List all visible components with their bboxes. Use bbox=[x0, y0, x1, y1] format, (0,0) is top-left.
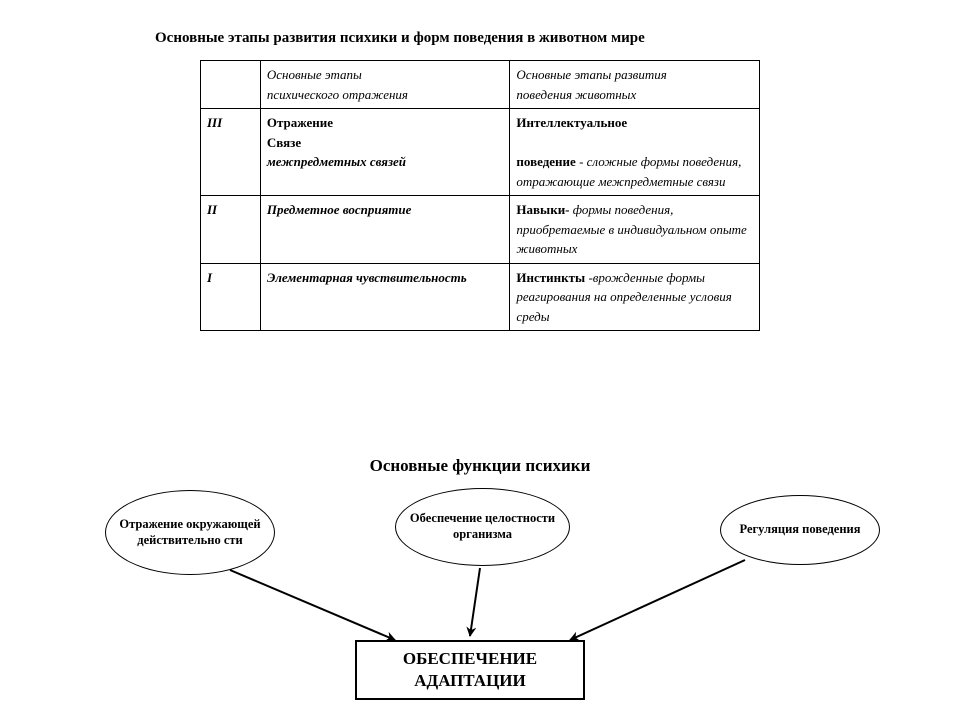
stages-table: Основные этапы психического отражения Ос… bbox=[200, 60, 760, 331]
ellipse-integrity: Обеспечение целостности организма bbox=[395, 488, 570, 566]
table-header-row: Основные этапы психического отражения Ос… bbox=[201, 61, 760, 109]
row3-reflection-l2: Связе bbox=[267, 135, 301, 150]
header-col2-line1: Основные этапы развития bbox=[516, 67, 666, 82]
header-col1: Основные этапы психического отражения bbox=[260, 61, 510, 109]
header-col2-line2: поведения животных bbox=[516, 87, 636, 102]
header-col2: Основные этапы развития поведения животн… bbox=[510, 61, 760, 109]
row3-behavior: Интеллектуальное поведение - сложные фор… bbox=[510, 109, 760, 196]
goal-text: ОБЕСПЕЧЕНИЕ АДАПТАЦИИ bbox=[375, 648, 565, 692]
ellipse-middle-text: Обеспечение целостности организма bbox=[400, 511, 565, 542]
row1-level: I bbox=[201, 263, 261, 331]
row3-reflection: Отражение Связе межпредметных связей bbox=[260, 109, 510, 196]
ellipse-reflection: Отражение окружающей действительно сти bbox=[105, 490, 275, 575]
row1-reflection: Элементарная чувствительность bbox=[260, 263, 510, 331]
header-col1-line2: психического отражения bbox=[267, 87, 408, 102]
row3-level: III bbox=[201, 109, 261, 196]
row2-reflection-text: Предметное восприятие bbox=[267, 202, 412, 217]
ellipse-left-text: Отражение окружающей действительно сти bbox=[110, 517, 270, 548]
row3-reflection-l3: межпредметных связей bbox=[267, 154, 406, 169]
header-col1-line1: Основные этапы bbox=[267, 67, 362, 82]
row3-beh-b2: поведение bbox=[516, 154, 575, 169]
row3-beh-b1: Интеллектуальное bbox=[516, 115, 627, 130]
goal-box: ОБЕСПЕЧЕНИЕ АДАПТАЦИИ bbox=[355, 640, 585, 700]
functions-title: Основные функции психики bbox=[0, 456, 960, 476]
row2-level: II bbox=[201, 196, 261, 264]
table-row: I Элементарная чувствительность Инстинкт… bbox=[201, 263, 760, 331]
ellipse-right-text: Регуляция поведения bbox=[739, 522, 860, 538]
row2-beh-bold: Навыки- bbox=[516, 202, 569, 217]
row2-reflection: Предметное восприятие bbox=[260, 196, 510, 264]
row1-reflection-text: Элементарная чувствительность bbox=[267, 270, 467, 285]
row1-behavior: Инстинкты -врожденные формы реагирования… bbox=[510, 263, 760, 331]
page-title: Основные этапы развития психики и форм п… bbox=[155, 30, 645, 47]
row3-reflection-l1: Отражение bbox=[267, 115, 333, 130]
table-row: III Отражение Связе межпредметных связей… bbox=[201, 109, 760, 196]
ellipse-regulation: Регуляция поведения bbox=[720, 495, 880, 565]
row2-behavior: Навыки- формы поведения, приобретаемые в… bbox=[510, 196, 760, 264]
row1-beh-bold: Инстинкты bbox=[516, 270, 585, 285]
table-row: II Предметное восприятие Навыки- формы п… bbox=[201, 196, 760, 264]
header-blank bbox=[201, 61, 261, 109]
